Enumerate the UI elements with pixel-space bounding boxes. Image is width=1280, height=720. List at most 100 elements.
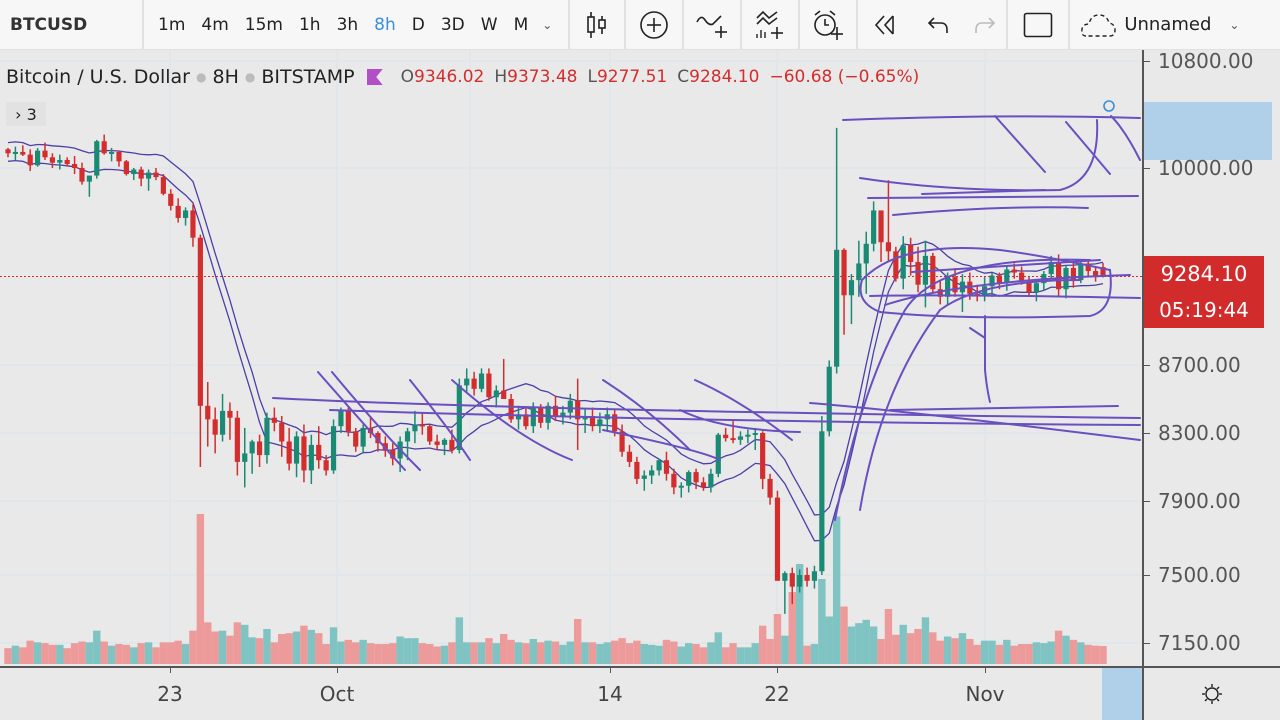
- candle-body: [182, 210, 189, 219]
- candle-body: [456, 385, 462, 450]
- compare-symbol-button[interactable]: [626, 0, 685, 50]
- volume-bar: [766, 639, 774, 664]
- candlestick-chart[interactable]: [0, 50, 1142, 666]
- volume-bar: [973, 644, 981, 664]
- volume-bar: [211, 631, 219, 664]
- volume-bar: [559, 644, 567, 664]
- undo-button[interactable]: [912, 0, 964, 50]
- time-tick-label: 14: [597, 682, 623, 706]
- interval-m[interactable]: M: [513, 14, 529, 35]
- financials-button[interactable]: [742, 0, 801, 50]
- volume-bar: [958, 633, 967, 664]
- candle-body: [626, 451, 633, 462]
- candle-body: [279, 422, 285, 442]
- candle-body: [71, 163, 78, 168]
- volume-bar: [847, 626, 856, 664]
- volume-bar: [980, 640, 989, 664]
- time-tick-label: 22: [764, 682, 790, 706]
- interval-w[interactable]: W: [480, 14, 498, 35]
- volume-bar: [470, 642, 478, 664]
- candle-body: [782, 573, 788, 581]
- volume-bar: [63, 648, 71, 664]
- time-axis[interactable]: 23 Oct 14 22 Nov: [0, 666, 1142, 720]
- candle-body: [94, 141, 100, 176]
- square-icon: [1024, 12, 1053, 37]
- alarm-clock-icon: [814, 9, 844, 40]
- candle-body: [819, 431, 825, 572]
- candle-body: [64, 159, 70, 164]
- volume-bar: [374, 644, 382, 664]
- hand-drawn-line: [867, 195, 1139, 199]
- hand-drawn-line: [834, 258, 1091, 521]
- volume-bar: [500, 634, 508, 664]
- volume-bar: [352, 642, 360, 664]
- candle-body: [493, 390, 499, 398]
- volume-bar: [292, 631, 301, 664]
- candle-body: [893, 251, 899, 279]
- candle-body: [856, 263, 862, 281]
- candle-body: [353, 431, 359, 447]
- volume-bar: [795, 564, 804, 664]
- volume-bar: [551, 641, 560, 664]
- chart-style-button[interactable]: [570, 0, 627, 50]
- candle-body: [101, 141, 107, 154]
- candle-body: [1085, 263, 1091, 272]
- candle-body: [930, 255, 936, 290]
- volume-bar: [218, 630, 227, 664]
- price-axis[interactable]: 10800.00 10000.00 8700.00 8300.00 7900.00 750…: [1142, 49, 1280, 666]
- redo-button[interactable]: [964, 0, 1009, 50]
- volume-bar: [544, 640, 552, 664]
- plus-circle-icon: [640, 10, 669, 39]
- volume-bar: [707, 642, 715, 664]
- volume-bar: [181, 644, 190, 664]
- hand-drawn-line: [994, 115, 1046, 173]
- candle-body: [863, 243, 869, 264]
- volume-bar: [1025, 644, 1033, 664]
- candle-body: [79, 168, 85, 182]
- volume-bar: [130, 647, 138, 664]
- series-legend: Bitcoin / U.S. Dollar ● 8H ● BITSTAMP O9…: [6, 66, 920, 88]
- time-tick-label: Oct: [319, 682, 355, 706]
- candle-body: [767, 478, 773, 498]
- interval-4m[interactable]: 4m: [201, 14, 229, 35]
- volume-bar: [152, 647, 160, 664]
- flag-icon[interactable]: [366, 69, 383, 85]
- interval-3d[interactable]: 3D: [440, 14, 465, 35]
- sun-gear-icon: [1202, 684, 1222, 704]
- layout-menu-button[interactable]: Unnamed ⌄: [1070, 0, 1239, 50]
- symbol-search-button[interactable]: BTCUSD: [0, 0, 144, 50]
- volume-bar: [189, 630, 197, 664]
- candle-body: [945, 277, 951, 297]
- indicators-button[interactable]: [684, 0, 743, 50]
- chart-pane[interactable]: [0, 50, 1142, 666]
- hand-drawn-line: [884, 274, 1131, 306]
- candle-body: [523, 414, 529, 427]
- interval-dropdown-chevron-icon[interactable]: ⌄: [542, 17, 553, 32]
- hand-drawn-line: [859, 119, 1099, 192]
- candle-body: [190, 210, 196, 238]
- legend-title: Bitcoin / U.S. Dollar: [6, 66, 190, 88]
- interval-3h[interactable]: 3h: [336, 14, 359, 35]
- candle-body: [996, 275, 1003, 284]
- volume-bar: [640, 644, 648, 664]
- candle-body: [153, 172, 159, 178]
- volume-bar: [855, 623, 863, 664]
- indicators-collapse-toggle[interactable]: › 3: [6, 102, 46, 126]
- interval-8h[interactable]: 8h: [374, 14, 396, 35]
- moving-average-lower: [7, 159, 1104, 542]
- hand-drawn-line: [869, 294, 1141, 299]
- candle-body: [131, 169, 137, 175]
- interval-15m[interactable]: 15m: [244, 14, 283, 35]
- fullscreen-button[interactable]: [1008, 0, 1071, 50]
- interval-1h[interactable]: 1h: [298, 14, 321, 35]
- interval-d[interactable]: D: [411, 14, 425, 35]
- alert-button[interactable]: [800, 0, 859, 50]
- interval-1m[interactable]: 1m: [158, 14, 186, 35]
- chart-settings-button[interactable]: [1142, 666, 1280, 720]
- volume-bar: [514, 642, 523, 664]
- replay-button[interactable]: [858, 0, 912, 50]
- candle-body: [560, 412, 566, 416]
- volume-bar: [93, 630, 101, 664]
- candle-body: [86, 175, 92, 182]
